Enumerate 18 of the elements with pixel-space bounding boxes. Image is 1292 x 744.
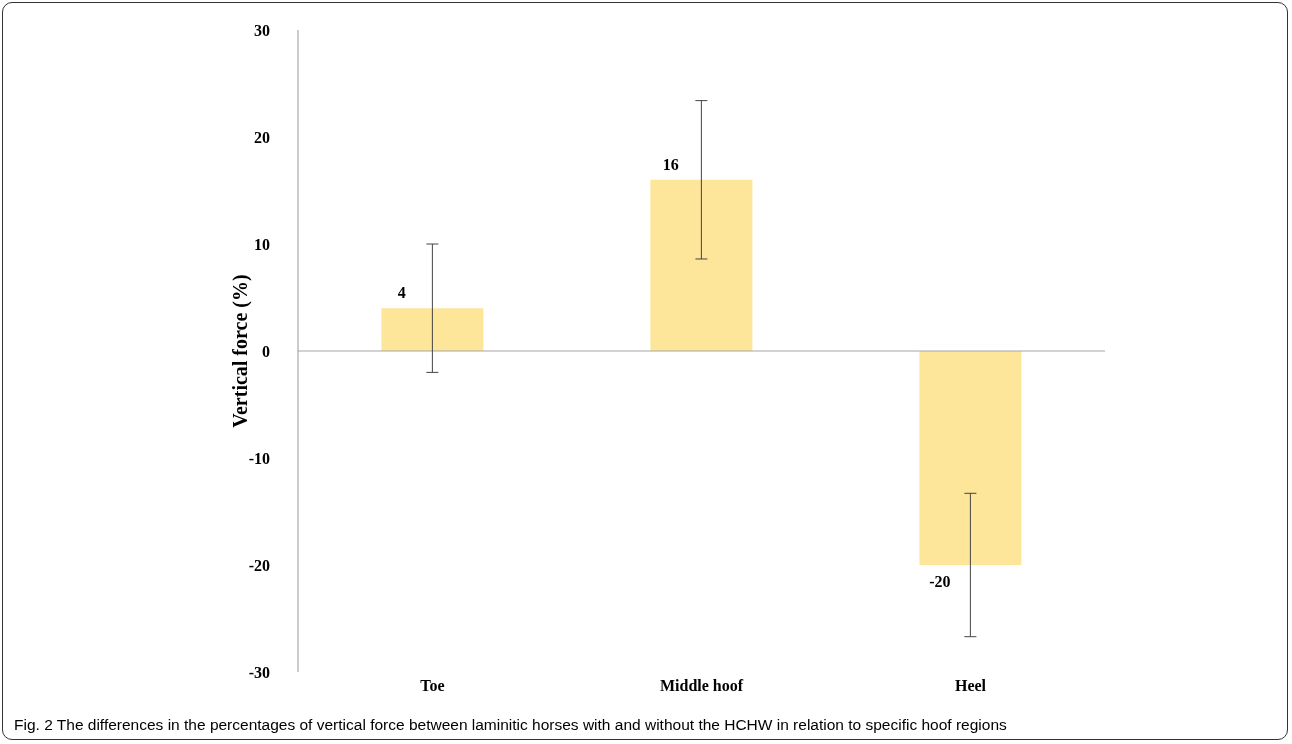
y-tick-label: -30	[248, 663, 270, 681]
x-tick-label: Heel	[954, 677, 987, 695]
data-label: 4	[397, 284, 406, 302]
x-tick-label: Toe	[420, 677, 445, 695]
y-tick-label: 10	[254, 235, 270, 253]
y-tick-label: -20	[248, 556, 270, 574]
bar	[381, 308, 484, 351]
data-label: -20	[929, 573, 951, 590]
bar	[650, 179, 753, 351]
bar	[919, 351, 1022, 565]
y-tick-label: -10	[248, 449, 270, 467]
y-axis-title: Vertical force (%)	[229, 274, 253, 428]
x-tick-label: Middle hoof	[659, 677, 744, 695]
y-tick-label: 30	[254, 21, 270, 39]
data-label: 16	[662, 155, 679, 173]
caption: Fig. 2 The differences in the percentages of vertical force between laminitic horses with and without the HCHW in relation to specific hoof regions	[14, 716, 1007, 734]
y-tick-label: 20	[254, 128, 270, 146]
y-tick-label: 0	[262, 342, 270, 360]
